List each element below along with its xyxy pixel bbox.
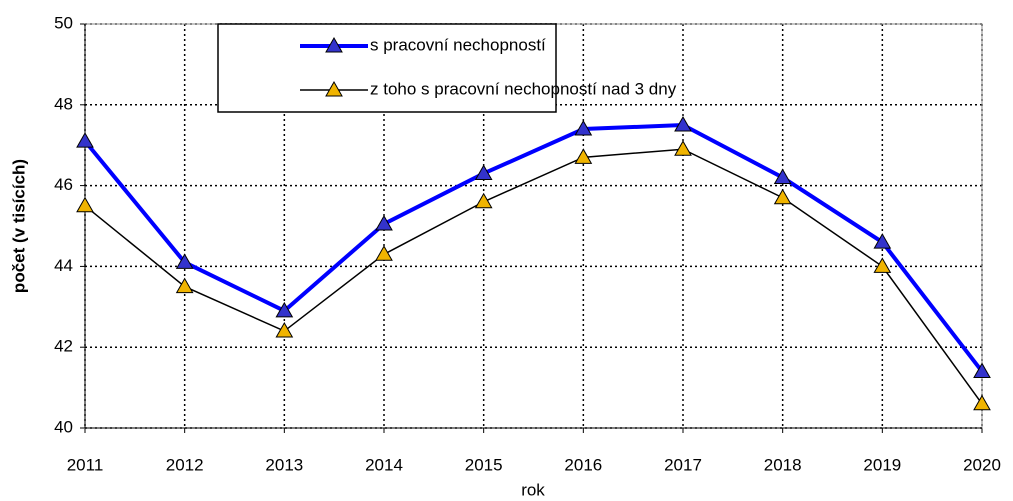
- marker: [175, 253, 194, 269]
- legend-marker: [325, 80, 343, 97]
- marker: [474, 164, 493, 180]
- marker: [973, 394, 991, 411]
- y-tick-label: 42: [54, 337, 73, 356]
- marker: [76, 132, 94, 148]
- y-axis-label: počet (v tisících): [9, 159, 28, 293]
- marker: [773, 188, 792, 205]
- marker: [76, 196, 94, 213]
- marker: [773, 168, 792, 185]
- legend-box: [217, 23, 557, 113]
- x-tick-label: 2020: [963, 455, 1001, 474]
- x-tick-label: 2017: [664, 455, 702, 474]
- legend-marker: [325, 36, 343, 53]
- x-tick-label: 2015: [465, 455, 503, 474]
- y-tick-label: 48: [54, 94, 73, 113]
- marker: [674, 115, 692, 132]
- marker: [175, 277, 194, 294]
- y-tick-label: 46: [54, 175, 73, 194]
- marker: [375, 214, 393, 231]
- series-line: [83, 122, 984, 373]
- x-axis-label: rok: [521, 480, 545, 499]
- marker: [574, 148, 593, 164]
- x-tick-label: 2014: [365, 455, 403, 474]
- legend-label: z toho s pracovní nechopností nad 3 dny: [370, 79, 677, 98]
- x-tick-label: 2019: [863, 455, 901, 474]
- marker: [474, 192, 493, 209]
- marker: [873, 257, 892, 273]
- legend-label: s pracovní nechopností: [370, 35, 546, 54]
- marker: [375, 245, 393, 261]
- x-tick-label: 2012: [166, 455, 204, 474]
- y-tick-label: 50: [54, 13, 73, 32]
- marker: [873, 233, 892, 249]
- x-tick-label: 2016: [564, 455, 602, 474]
- marker: [275, 322, 294, 338]
- x-tick-label: 2018: [764, 455, 802, 474]
- y-tick-label: 40: [54, 417, 73, 436]
- marker: [973, 362, 991, 378]
- series-line: [84, 148, 983, 405]
- marker: [574, 120, 593, 136]
- x-tick-label: 2013: [265, 455, 303, 474]
- y-tick-label: 44: [54, 256, 73, 275]
- marker: [674, 140, 692, 156]
- x-tick-label: 2011: [67, 455, 104, 474]
- marker: [275, 301, 294, 318]
